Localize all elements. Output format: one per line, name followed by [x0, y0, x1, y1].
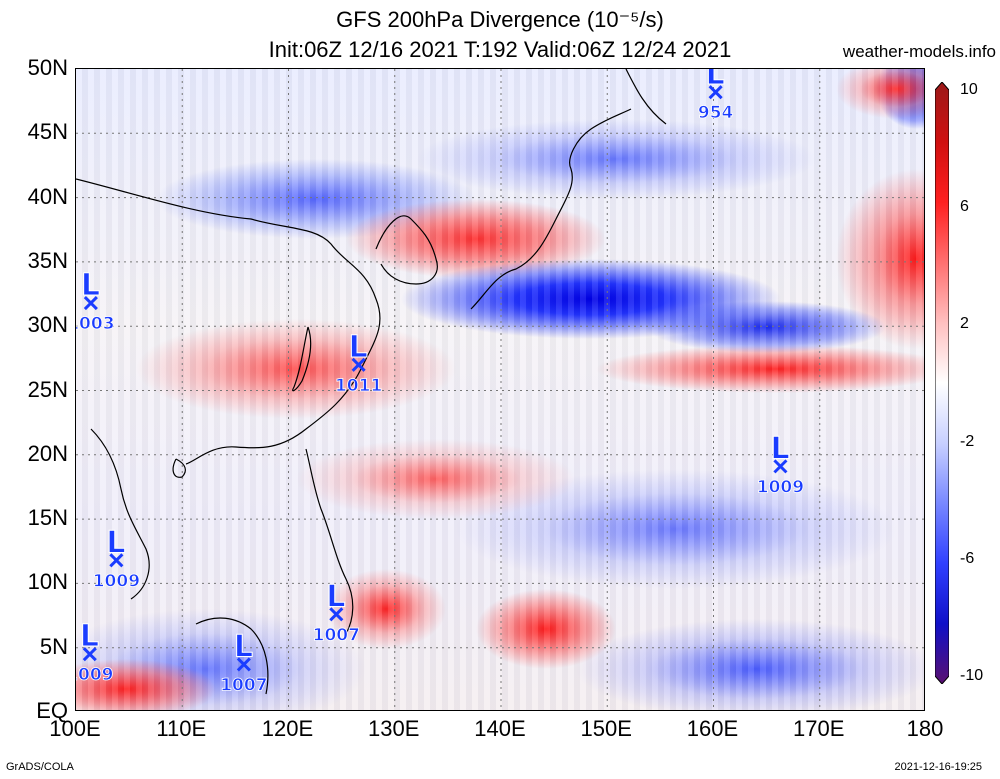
- longitude-label: 170E: [793, 716, 845, 741]
- longitude-label: 110E: [156, 716, 207, 741]
- graticule: [76, 69, 924, 710]
- longitude-label: 180: [906, 716, 944, 741]
- longitude-label: 140E: [474, 716, 526, 741]
- low-pressure-value: 1011: [335, 376, 382, 396]
- footer-software: GrADS/COLA: [6, 761, 74, 773]
- map-subtitle: Init:06Z 12/16 2021 T:192 Valid:06Z 12/2…: [268, 37, 732, 62]
- low-letter: L: [326, 579, 345, 614]
- latitude-label: 50N: [27, 55, 68, 80]
- latitude-label: EQ: [36, 698, 68, 723]
- latitude-label: 30N: [27, 312, 68, 338]
- footer-timestamp: 2021-12-16-19:25: [894, 761, 982, 773]
- low-pressure-marker: L 1003: [76, 268, 115, 335]
- low-pressure-value: 1009: [757, 477, 804, 497]
- low-letter: L: [234, 629, 253, 664]
- low-center-x: [329, 607, 344, 622]
- map-title: GFS 200hPa Divergence (10⁻⁵/s): [336, 7, 664, 32]
- low-pressure-marker: L 1009: [756, 431, 804, 498]
- colorbar-label: 2: [960, 315, 969, 333]
- low-center-x: [82, 647, 97, 662]
- low-center-x: [83, 295, 98, 311]
- low-letter: L: [770, 431, 789, 466]
- longitude-label: 120E: [261, 716, 314, 741]
- low-pressure-marker: L 1011: [335, 329, 383, 396]
- latitude-label: 20N: [27, 440, 68, 466]
- latitude-label: 10N: [27, 569, 68, 595]
- low-pressure-value: 1009: [76, 665, 113, 685]
- field-texture: [76, 69, 924, 710]
- colorbar-ramp: [935, 82, 949, 684]
- low-letter: L: [106, 525, 125, 560]
- map-panel: L 954 L 1003 L 1011 L 1009 L 1009 L 1007 L 1009 L 1007: [75, 68, 925, 711]
- longitude-label: 150E: [580, 716, 632, 741]
- coastline-layer: [76, 69, 667, 695]
- low-pressure-marker: L 1007: [312, 579, 360, 646]
- low-pressure-value: 1003: [76, 314, 115, 334]
- low-letter: L: [80, 619, 99, 654]
- divergence-field: [76, 69, 924, 710]
- hainan-coast: [172, 458, 186, 478]
- latitude-label: 15N: [27, 505, 68, 531]
- colorbar-label: -10: [960, 667, 984, 684]
- low-pressure-value: 954: [698, 103, 734, 123]
- low-pressure-value: 1009: [93, 571, 140, 591]
- china-coast: [76, 178, 381, 465]
- korea-coast: [375, 215, 438, 285]
- japan-coast: [470, 108, 632, 310]
- colorbar-label: -6: [960, 549, 975, 567]
- low-letter: L: [706, 69, 725, 92]
- latitude-label: 25N: [27, 376, 68, 402]
- indochina-coast: [90, 428, 150, 600]
- low-center-x: [109, 553, 124, 568]
- low-letter: L: [349, 330, 368, 365]
- philippines-coast: [305, 448, 354, 635]
- low-pressure-marker: L 1007: [220, 629, 268, 696]
- taiwan-coast: [292, 326, 312, 392]
- latitude-label: 5N: [39, 633, 68, 659]
- low-letter: L: [81, 268, 100, 303]
- low-markers: L 954 L 1003 L 1011 L 1009 L 1009 L 1007 L 1009 L 1007: [76, 69, 805, 696]
- low-center-x: [351, 357, 366, 372]
- borneo-coast: [195, 617, 269, 695]
- low-center-x: [773, 459, 788, 474]
- kamchatka-coast: [625, 69, 667, 125]
- longitude-label: 160E: [686, 716, 739, 741]
- colorbar-label: 6: [960, 198, 969, 216]
- colorbar-label: -2: [960, 432, 975, 450]
- low-pressure-value: 1007: [313, 625, 360, 645]
- latitude-label: 45N: [27, 119, 68, 145]
- latitude-label: 40N: [27, 183, 68, 209]
- longitude-label: 100E: [49, 716, 101, 741]
- low-pressure-marker: L 1009: [76, 619, 114, 686]
- longitude-label: 130E: [368, 716, 420, 741]
- low-pressure-marker: L 1009: [92, 525, 140, 592]
- colorbar-label: 10: [960, 81, 978, 98]
- low-pressure-value: 1007: [220, 675, 267, 695]
- latitude-label: 35N: [27, 247, 68, 273]
- low-center-x: [236, 657, 251, 672]
- site-name: weather-models.info: [842, 42, 996, 61]
- low-pressure-marker: L 954: [697, 69, 734, 124]
- low-center-x: [708, 85, 723, 100]
- colorbar: [935, 82, 949, 684]
